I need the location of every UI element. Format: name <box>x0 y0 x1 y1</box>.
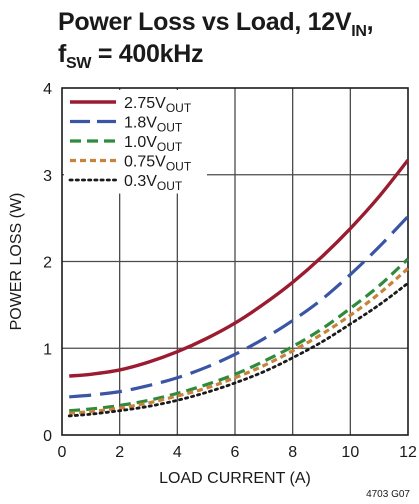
x-tick-label-3: 6 <box>231 444 240 461</box>
legend-label-3: 0.75VOUT <box>124 154 192 174</box>
y-tick-label-4: 4 <box>43 81 52 98</box>
legend-label-main-4: 0.3V <box>124 173 157 190</box>
title-f-text: f <box>58 40 67 68</box>
title-subscript-in: IN <box>351 23 367 40</box>
series-line-4 <box>67 281 410 418</box>
legend-label-sub-3: OUT <box>166 160 192 174</box>
chart-title-line-1: Power Loss vs Load, 12VIN, <box>58 6 418 40</box>
plot-frame <box>61 87 409 436</box>
y-axis-label: POWER LOSS (W) <box>8 193 25 331</box>
legend-label-sub-4: OUT <box>157 179 183 193</box>
legend-label-sub-0: OUT <box>166 101 192 115</box>
series-line-0 <box>69 158 410 378</box>
chart-title-line-2: fSW = 400kHz <box>58 38 418 72</box>
legend-label-sub-2: OUT <box>157 140 183 154</box>
title-main-text: Power Loss vs Load, 12V <box>58 8 352 36</box>
legend-label-main-0: 2.75V <box>124 95 166 112</box>
legend-label-main-2: 1.0V <box>124 134 157 151</box>
y-tick-label-1: 1 <box>43 341 52 358</box>
chart-series <box>67 158 410 418</box>
y-tick-label-0: 0 <box>43 428 52 445</box>
title-frequency-text: = 400kHz <box>91 40 204 68</box>
y-tick-label-3: 3 <box>43 168 52 185</box>
chart-title: Power Loss vs Load, 12VIN, fSW = 400kHz <box>58 6 418 72</box>
series-line-1 <box>69 215 410 399</box>
x-axis-label: LOAD CURRENT (A) <box>159 470 311 487</box>
x-tick-label-5: 10 <box>341 444 359 461</box>
title-comma: , <box>366 8 374 36</box>
x-tick-label-2: 4 <box>173 444 182 461</box>
x-tick-label-0: 0 <box>58 444 67 461</box>
x-tick-label-4: 8 <box>288 444 297 461</box>
legend-label-2: 1.0VOUT <box>124 134 183 154</box>
series-line-2 <box>69 257 410 413</box>
legend-label-4: 0.3VOUT <box>124 173 183 193</box>
plot-border <box>61 87 409 436</box>
x-tick-label-6: 12 <box>399 444 417 461</box>
x-tick-label-1: 2 <box>115 444 124 461</box>
legend-label-main-3: 0.75V <box>124 154 166 171</box>
legend-label-1: 1.8VOUT <box>124 115 183 135</box>
legend-label-0: 2.75VOUT <box>124 95 192 115</box>
legend-label-sub-1: OUT <box>157 121 183 135</box>
series-line-3 <box>69 267 410 415</box>
title-subscript-sw: SW <box>66 55 92 72</box>
figure-id: 4703 G07 <box>366 489 410 500</box>
legend-label-main-1: 1.8V <box>124 115 157 132</box>
y-tick-label-2: 2 <box>43 255 52 272</box>
